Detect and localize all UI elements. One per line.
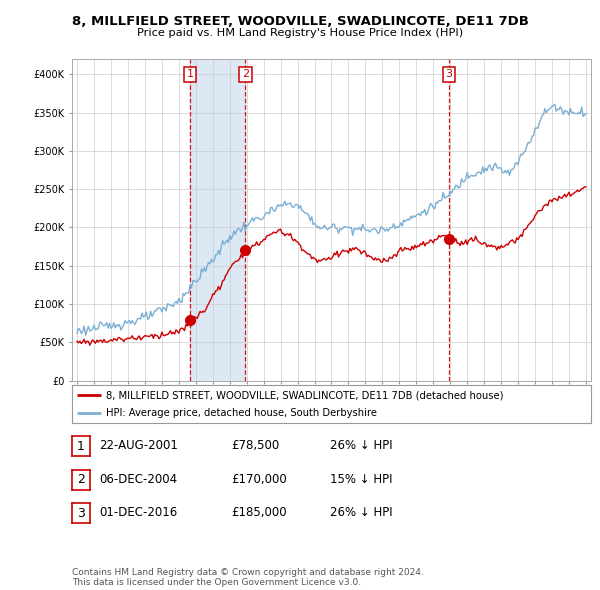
- Text: £185,000: £185,000: [231, 506, 287, 519]
- Text: 26% ↓ HPI: 26% ↓ HPI: [330, 439, 392, 452]
- Text: 3: 3: [445, 69, 452, 79]
- Text: Price paid vs. HM Land Registry's House Price Index (HPI): Price paid vs. HM Land Registry's House …: [137, 28, 463, 38]
- Text: £78,500: £78,500: [231, 439, 279, 452]
- Text: 8, MILLFIELD STREET, WOODVILLE, SWADLINCOTE, DE11 7DB (detached house): 8, MILLFIELD STREET, WOODVILLE, SWADLINC…: [106, 390, 503, 400]
- Text: 2: 2: [77, 473, 85, 486]
- Text: 22-AUG-2001: 22-AUG-2001: [99, 439, 178, 452]
- Text: 2: 2: [242, 69, 249, 79]
- Text: 8, MILLFIELD STREET, WOODVILLE, SWADLINCOTE, DE11 7DB: 8, MILLFIELD STREET, WOODVILLE, SWADLINC…: [71, 15, 529, 28]
- Text: 15% ↓ HPI: 15% ↓ HPI: [330, 473, 392, 486]
- Text: Contains HM Land Registry data © Crown copyright and database right 2024.
This d: Contains HM Land Registry data © Crown c…: [72, 568, 424, 587]
- Text: 3: 3: [77, 507, 85, 520]
- Bar: [190, 59, 245, 381]
- Text: 26% ↓ HPI: 26% ↓ HPI: [330, 506, 392, 519]
- Text: 1: 1: [77, 440, 85, 453]
- Text: HPI: Average price, detached house, South Derbyshire: HPI: Average price, detached house, Sout…: [106, 408, 377, 418]
- Text: £170,000: £170,000: [231, 473, 287, 486]
- Text: 01-DEC-2016: 01-DEC-2016: [99, 506, 177, 519]
- Text: 1: 1: [187, 69, 193, 79]
- Text: 06-DEC-2004: 06-DEC-2004: [99, 473, 177, 486]
